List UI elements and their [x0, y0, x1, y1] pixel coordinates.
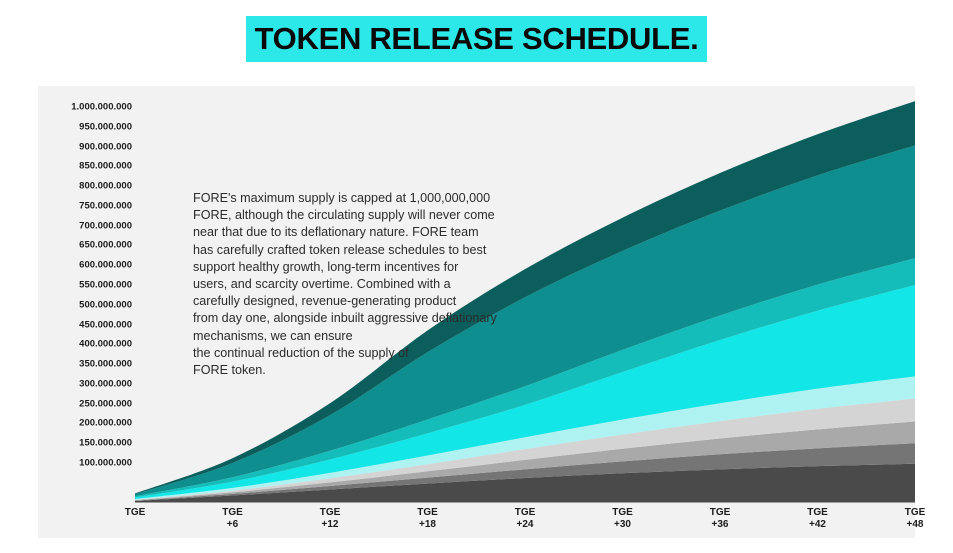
- y-axis-tick-label: 150.000.000: [79, 437, 132, 449]
- y-axis-tick-label: 250.000.000: [79, 397, 132, 409]
- y-axis-tick-label: 400.000.000: [79, 338, 132, 350]
- y-axis-tick-label: 350.000.000: [79, 358, 132, 370]
- y-axis-tick-label: 300.000.000: [79, 378, 132, 390]
- chart-card: 1.000.000.000 950.000.000 900.000.000 850.0…: [38, 86, 926, 538]
- y-axis-tick-label: 700.000.000: [79, 219, 132, 231]
- area-band-band-1-dark-charcoal: [135, 463, 915, 503]
- page-title: TOKEN RELEASE SCHEDULE.: [245, 16, 708, 62]
- x-axis-tick-label: TGE +42: [807, 507, 828, 530]
- y-axis-tick-label: 500.000.000: [79, 299, 132, 311]
- y-axis-tick-label: 550.000.000: [79, 279, 132, 291]
- x-axis: TGE TGE +6 TGE +12 TGE +18 TGE +24 TGE +30 TGE…: [125, 505, 926, 538]
- y-axis: 1.000.000.000 950.000.000 900.000.000 850.0…: [38, 86, 138, 538]
- x-axis-tick-label: TGE +24: [514, 507, 536, 530]
- x-axis-tick-label: TGE: [124, 507, 146, 518]
- y-axis-tick-label: 100.000.000: [79, 457, 132, 469]
- y-axis-tick-label: 600.000.000: [79, 259, 132, 271]
- stacked-area-chart: [135, 101, 915, 503]
- y-axis-tick-label: 800.000.000: [79, 180, 132, 192]
- x-axis-tick-label: TGE +12: [319, 507, 341, 530]
- title-bar: TOKEN RELEASE SCHEDULE.: [0, 0, 953, 78]
- x-axis-tick-label: TGE +36: [709, 507, 731, 530]
- x-axis-tick-label: TGE +30: [612, 507, 633, 530]
- y-axis-tick-label: 650.000.000: [79, 239, 132, 251]
- x-axis-tick-label: TGE +6: [222, 507, 243, 530]
- area-band-band-7-teal: [135, 258, 915, 498]
- y-axis-tick-label: 850.000.000: [79, 160, 132, 172]
- y-axis-tick-label: 450.000.000: [79, 318, 132, 330]
- x-axis-tick-label: TGE +48: [904, 507, 926, 530]
- x-axis-tick-label: TGE +18: [417, 507, 438, 530]
- y-axis-tick-label: 750.000.000: [79, 200, 132, 212]
- area-band-band-5-pale-cyan: [135, 376, 915, 500]
- y-axis-tick-label: 1.000.000.000: [71, 101, 132, 113]
- area-band-band-8-deep-teal: [135, 145, 915, 497]
- plot-area: [135, 86, 915, 503]
- y-axis-tick-label: 200.000.000: [79, 417, 132, 429]
- area-band-band-9-darkest-teal: [135, 101, 915, 495]
- area-band-band-4-pale-gray: [135, 398, 915, 501]
- y-axis-tick-label: 900.000.000: [79, 140, 132, 152]
- area-band-band-2-mid-gray: [135, 443, 915, 501]
- area-band-band-6-bright-cyan: [135, 285, 915, 499]
- area-band-band-3-light-gray: [135, 421, 915, 501]
- y-axis-tick-label: 950.000.000: [79, 121, 132, 133]
